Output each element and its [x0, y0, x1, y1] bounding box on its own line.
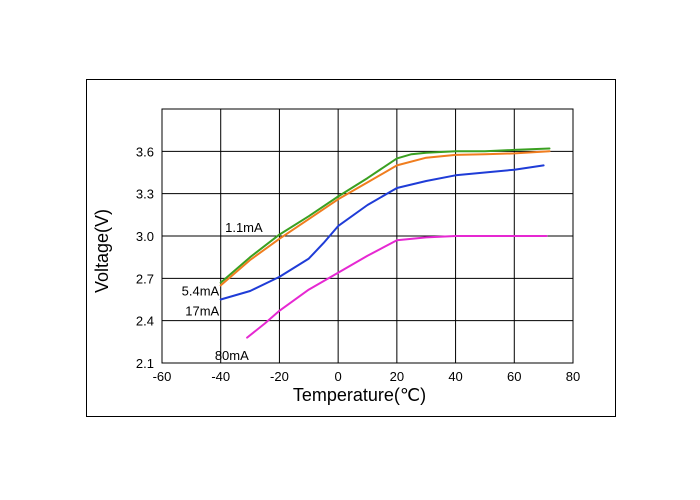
- x-tick-label: -40: [211, 369, 230, 384]
- series-layer: [219, 147, 551, 339]
- x-tick-label: 20: [390, 369, 404, 384]
- x-tick-label: 0: [335, 369, 342, 384]
- annotation-1-1ma: 1.1mA: [225, 220, 263, 235]
- x-axis-title: Temperature(℃): [293, 385, 426, 405]
- series-line-1-1ma: [219, 147, 551, 284]
- y-tick-label: 2.4: [136, 314, 154, 329]
- y-tick-label: 3.0: [136, 229, 154, 244]
- x-tick-label: -60: [153, 369, 172, 384]
- annotation-17ma: 17mA: [185, 303, 219, 318]
- y-tick-label: 2.7: [136, 271, 154, 286]
- y-tick-labels: 2.1 2.4 2.7 3.0 3.3 3.6: [136, 144, 154, 371]
- series-line-5-4ma: [219, 150, 551, 287]
- x-tick-label: 40: [448, 369, 462, 384]
- series-annotations: 1.1mA 5.4mA 17mA 80mA: [182, 220, 263, 363]
- y-tick-label: 3.6: [136, 144, 154, 159]
- x-tick-labels: -60 -40 -20 0 20 40 60 80: [153, 369, 581, 384]
- x-tick-label: 60: [507, 369, 521, 384]
- x-tick-label: 80: [566, 369, 580, 384]
- y-axis-title: Voltage(V): [92, 209, 112, 293]
- y-tick-label: 2.1: [136, 356, 154, 371]
- x-tick-label: -20: [270, 369, 289, 384]
- annotation-5-4ma: 5.4mA: [182, 284, 220, 299]
- y-tick-label: 3.3: [136, 187, 154, 202]
- chart-frame: [86, 79, 616, 417]
- series-line-80ma: [246, 235, 548, 339]
- plot-area-border: [161, 108, 574, 364]
- annotation-80ma: 80mA: [215, 348, 249, 363]
- series-line-17ma: [219, 164, 545, 301]
